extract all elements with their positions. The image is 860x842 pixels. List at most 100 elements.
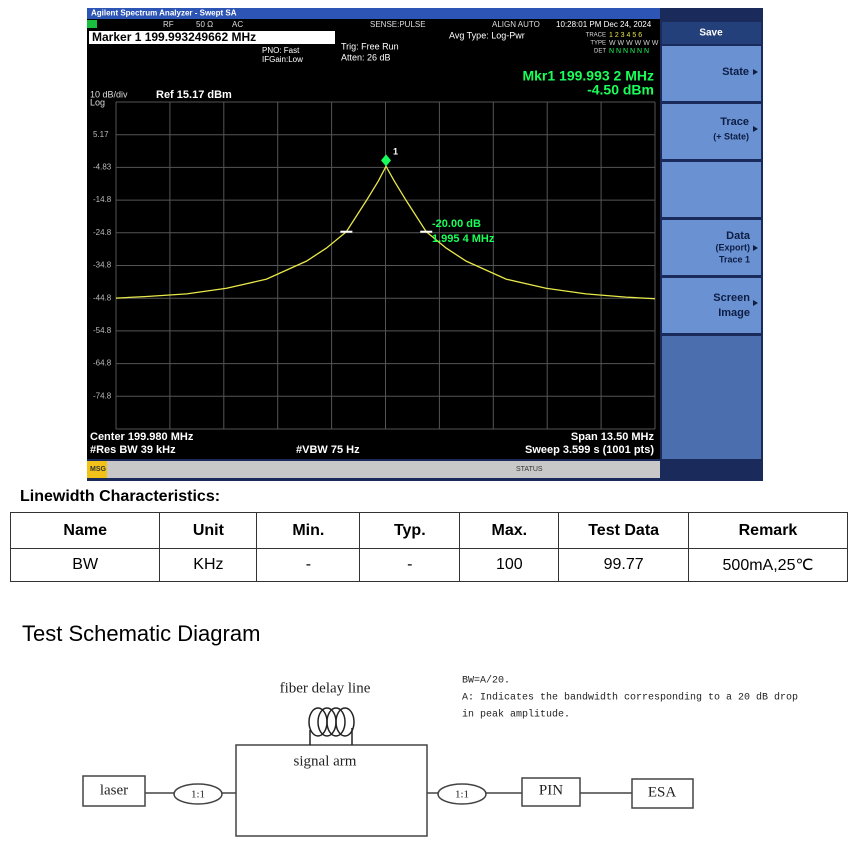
footer-center: Center 199.980 MHz — [90, 431, 194, 443]
table-header: Name Unit Min. Typ. Max. Test Data Remark — [9, 512, 849, 549]
softkey-label: State — [722, 66, 749, 78]
marker-amplitude: -4.50 dBm — [587, 82, 654, 98]
y-tick-label: -14.8 — [93, 195, 112, 204]
softkey[interactable] — [662, 278, 761, 333]
softkey-label: (Export) — [716, 242, 751, 252]
marker-readout-bg — [89, 31, 335, 44]
footer-sweep: Sweep 3.599 s (1001 pts) — [525, 444, 654, 456]
softkey-label: (+ State) — [713, 131, 749, 141]
y-tick-label: 5.17 — [93, 130, 109, 139]
status-item: ALIGN AUTO — [492, 20, 540, 29]
interferometer-box — [235, 744, 428, 837]
screen — [87, 19, 660, 459]
y-tick-label: -64.8 — [93, 359, 112, 368]
scale-type: Log — [90, 97, 105, 107]
pin-box — [521, 777, 581, 807]
coupler-label: 1:1 — [191, 789, 205, 801]
footer-span: Span 13.50 MHz — [571, 431, 655, 443]
y-tick-label: -74.8 — [93, 391, 112, 400]
coupler-label: 1:1 — [455, 789, 469, 801]
softkey-label: Data — [726, 230, 751, 242]
trace-table-row: N N N N N N — [609, 48, 649, 55]
table-cell: KHz — [159, 548, 258, 582]
softkey-label: Screen — [713, 292, 750, 304]
softkey-area — [662, 336, 761, 459]
laser-label: laser — [100, 782, 128, 798]
softkey[interactable] — [662, 220, 761, 275]
arm-label: signal arm — [294, 753, 357, 769]
setting: Atten: 26 dB — [341, 52, 391, 62]
note-formula: BW=A/20. — [462, 675, 510, 687]
footer-vbw: #VBW 75 Hz — [296, 444, 360, 456]
softkey-label: Trace — [720, 116, 749, 128]
softkey[interactable] — [662, 104, 761, 159]
y-tick-label: -34.8 — [93, 261, 112, 270]
setting: PNO: Fast — [262, 46, 300, 55]
note-line: in peak amplitude. — [462, 709, 570, 721]
status: STATUS — [516, 466, 543, 473]
status-item: AC — [232, 20, 243, 29]
plot-area: 5.17 -4.83 -14.8 -24.8 -34.8 -44.8 -54.8 -64.8 -… — [93, 101, 656, 430]
marker-label: 1 — [393, 147, 398, 157]
delta-db: -20.00 dB — [432, 218, 481, 230]
header-cell: Name — [9, 512, 161, 549]
note-line: A: Indicates the bandwidth corresponding… — [462, 692, 798, 704]
arrow — [753, 126, 758, 132]
fiber-label: fiber delay line — [280, 680, 371, 696]
status-bar — [87, 461, 660, 478]
coupler — [437, 783, 487, 805]
arrow — [753, 245, 758, 251]
esa-label: ESA — [648, 784, 677, 800]
header-cell: Test Data — [558, 512, 689, 549]
section-title: Linewidth Characteristics: — [20, 488, 221, 505]
indicator — [87, 20, 97, 28]
arrow — [753, 69, 758, 75]
header-cell: Min. — [256, 512, 361, 549]
y-tick-label: -54.8 — [93, 326, 112, 335]
y-tick-label: -44.8 — [93, 293, 112, 302]
y-tick-label: -24.8 — [93, 228, 112, 237]
esa-box — [631, 778, 694, 809]
title-bar — [87, 8, 660, 19]
trace-table-label: TRACE — [586, 33, 606, 39]
trace-table-label: TYPE — [590, 41, 606, 47]
setting: Trig: Free Run — [341, 41, 399, 51]
softkey[interactable] — [662, 162, 761, 217]
trace-table-row: 1 2 3 4 5 6 — [609, 32, 642, 39]
setting: IFGain:Low — [262, 55, 303, 64]
trace-table-row: W W W W W W — [609, 40, 659, 47]
table-cell: - — [256, 548, 361, 582]
trace-table-label: DET — [594, 49, 606, 55]
setting: Avg Type: Log-Pwr — [449, 30, 525, 40]
marker — [381, 154, 392, 167]
softkey-label: Image — [718, 307, 750, 319]
softkey[interactable] — [662, 22, 761, 44]
msg: MSG — [90, 466, 107, 473]
table-cell: 500mA,25℃ — [687, 548, 849, 582]
y-tick-label: -4.83 — [93, 163, 112, 172]
scale: 10 dB/div — [90, 89, 128, 99]
spec-table: Name Unit Min. Typ. Max. Test Data Remark BW KH… — [9, 512, 849, 582]
coupler — [173, 783, 223, 805]
marker-frequency: Mkr1 199.993 2 MHz — [522, 68, 654, 84]
msg-box — [87, 461, 107, 478]
pin-label: PIN — [539, 782, 563, 798]
table-cell: BW — [9, 548, 161, 582]
table-cell: 99.77 — [558, 548, 689, 582]
table-row: BW KHz - -100 99.77 500mA,25℃ — [9, 548, 849, 582]
ref-level: Ref 15.17 dBm — [156, 89, 232, 101]
softkey[interactable] — [662, 46, 761, 101]
header-cell: Max. — [459, 512, 560, 549]
header-cell: Typ. — [359, 512, 461, 549]
softkey-label: Trace 1 — [719, 254, 750, 264]
table-cell: - — [359, 548, 461, 582]
delta-freq: 1.995 4 MHz — [432, 233, 495, 245]
title-bar-text: Agilent Spectrum Analyzer - Swept SA — [91, 9, 237, 18]
diagram-title: Test Schematic Diagram — [22, 621, 261, 646]
marker-readout: Marker 1 199.993249662 MHz — [92, 30, 256, 44]
table-cell: 100 — [459, 548, 560, 582]
status-item: 10:28:01 PM Dec 24, 2024 — [556, 20, 652, 29]
laser-box — [82, 775, 146, 807]
